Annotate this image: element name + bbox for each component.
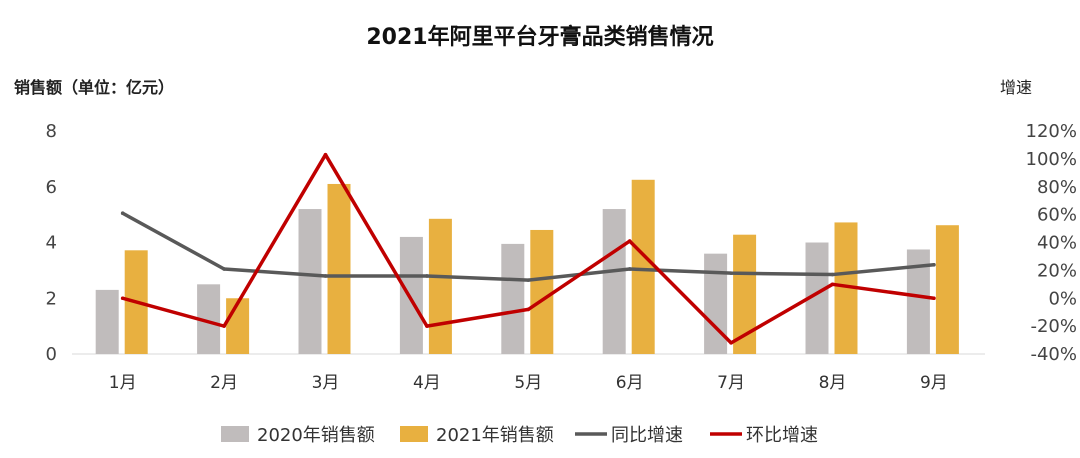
y-axis-right-ticks: -40% -20% 0% 20% 40% 60% 80% 100% 120%: [1026, 121, 1077, 365]
legend-label: 环比增速: [746, 425, 818, 446]
point-mom: [627, 239, 632, 243]
bar-2020: [704, 253, 728, 354]
point-mom: [425, 324, 429, 328]
y-left-tick-label: 2: [46, 288, 57, 309]
line-series-group: [120, 152, 936, 345]
point-yoy: [526, 278, 531, 282]
legend-swatch: [400, 426, 428, 442]
y-left-tick-label: 6: [46, 177, 57, 198]
bar-2020: [399, 236, 423, 354]
y-right-tick-label: -40%: [1030, 344, 1077, 365]
x-tick-label: 3月: [312, 373, 340, 393]
x-tick-label: 9月: [920, 373, 948, 393]
y-left-tick-label: 4: [46, 233, 57, 254]
bar-2021: [327, 183, 351, 354]
bar-2020: [906, 249, 930, 354]
y-right-tick-label: -20%: [1030, 316, 1077, 337]
bar-2021: [530, 229, 554, 354]
x-tick-label: 7月: [717, 373, 745, 393]
bar-2021: [631, 179, 655, 354]
x-axis-ticks: 1月 2月 3月 4月 5月 6月 7月 8月 9月: [109, 373, 948, 393]
x-tick-label: 1月: [109, 373, 137, 393]
x-tick-label: 8月: [819, 373, 847, 393]
chart-title: 2021年阿里平台牙膏品类销售情况: [366, 24, 713, 50]
y-right-tick-label: 60%: [1037, 205, 1077, 226]
y-left-tick-label: 8: [46, 121, 57, 142]
point-yoy: [729, 271, 733, 275]
point-yoy: [830, 272, 835, 277]
bar-2021: [935, 225, 959, 354]
bar-2020: [805, 242, 829, 354]
y-right-tick-label: 100%: [1026, 149, 1077, 170]
legend-swatch: [221, 426, 249, 442]
y-left-tick-label: 0: [46, 344, 57, 365]
y-right-tick-label: 80%: [1037, 177, 1077, 198]
bar-2020: [298, 209, 322, 354]
point-mom: [222, 324, 226, 328]
bar-series-group: [95, 179, 959, 354]
point-yoy: [323, 274, 328, 278]
bar-2021: [834, 222, 858, 354]
bar-2021: [428, 218, 452, 354]
y-right-tick-label: 20%: [1037, 260, 1077, 281]
legend-label: 2021年销售额: [436, 425, 554, 446]
point-yoy: [120, 211, 125, 216]
x-tick-label: 6月: [616, 373, 644, 393]
legend-label: 2020年销售额: [257, 425, 375, 446]
point-mom: [323, 152, 328, 157]
y-axis-title-left: 销售额（单位：亿元）: [14, 78, 174, 97]
point-mom: [120, 296, 125, 301]
point-yoy: [222, 267, 226, 271]
x-tick-label: 2月: [210, 373, 238, 393]
bar-2021: [733, 234, 757, 354]
point-mom: [526, 307, 531, 312]
x-tick-label: 4月: [413, 373, 441, 393]
x-tick-label: 5月: [514, 373, 542, 393]
y-right-tick-label: 120%: [1026, 121, 1077, 142]
y-right-tick-label: 40%: [1037, 233, 1077, 254]
point-yoy: [425, 274, 429, 278]
bar-2020: [197, 284, 221, 354]
point-yoy: [932, 263, 936, 267]
point-mom: [932, 296, 936, 301]
point-yoy: [627, 267, 632, 271]
point-mom: [830, 282, 835, 287]
y-axis-title-right: 增速: [1000, 78, 1032, 97]
bar-2020: [95, 289, 119, 354]
legend-label: 同比增速: [611, 425, 683, 446]
y-axis-left-ticks: 0 2 4 6 8: [46, 121, 57, 365]
bar-2020: [501, 243, 525, 354]
point-mom: [729, 341, 733, 345]
bar-2020: [602, 209, 626, 354]
y-right-tick-label: 0%: [1048, 288, 1077, 309]
legend: 2020年销售额 2021年销售额 同比增速 环比增速: [221, 425, 818, 446]
